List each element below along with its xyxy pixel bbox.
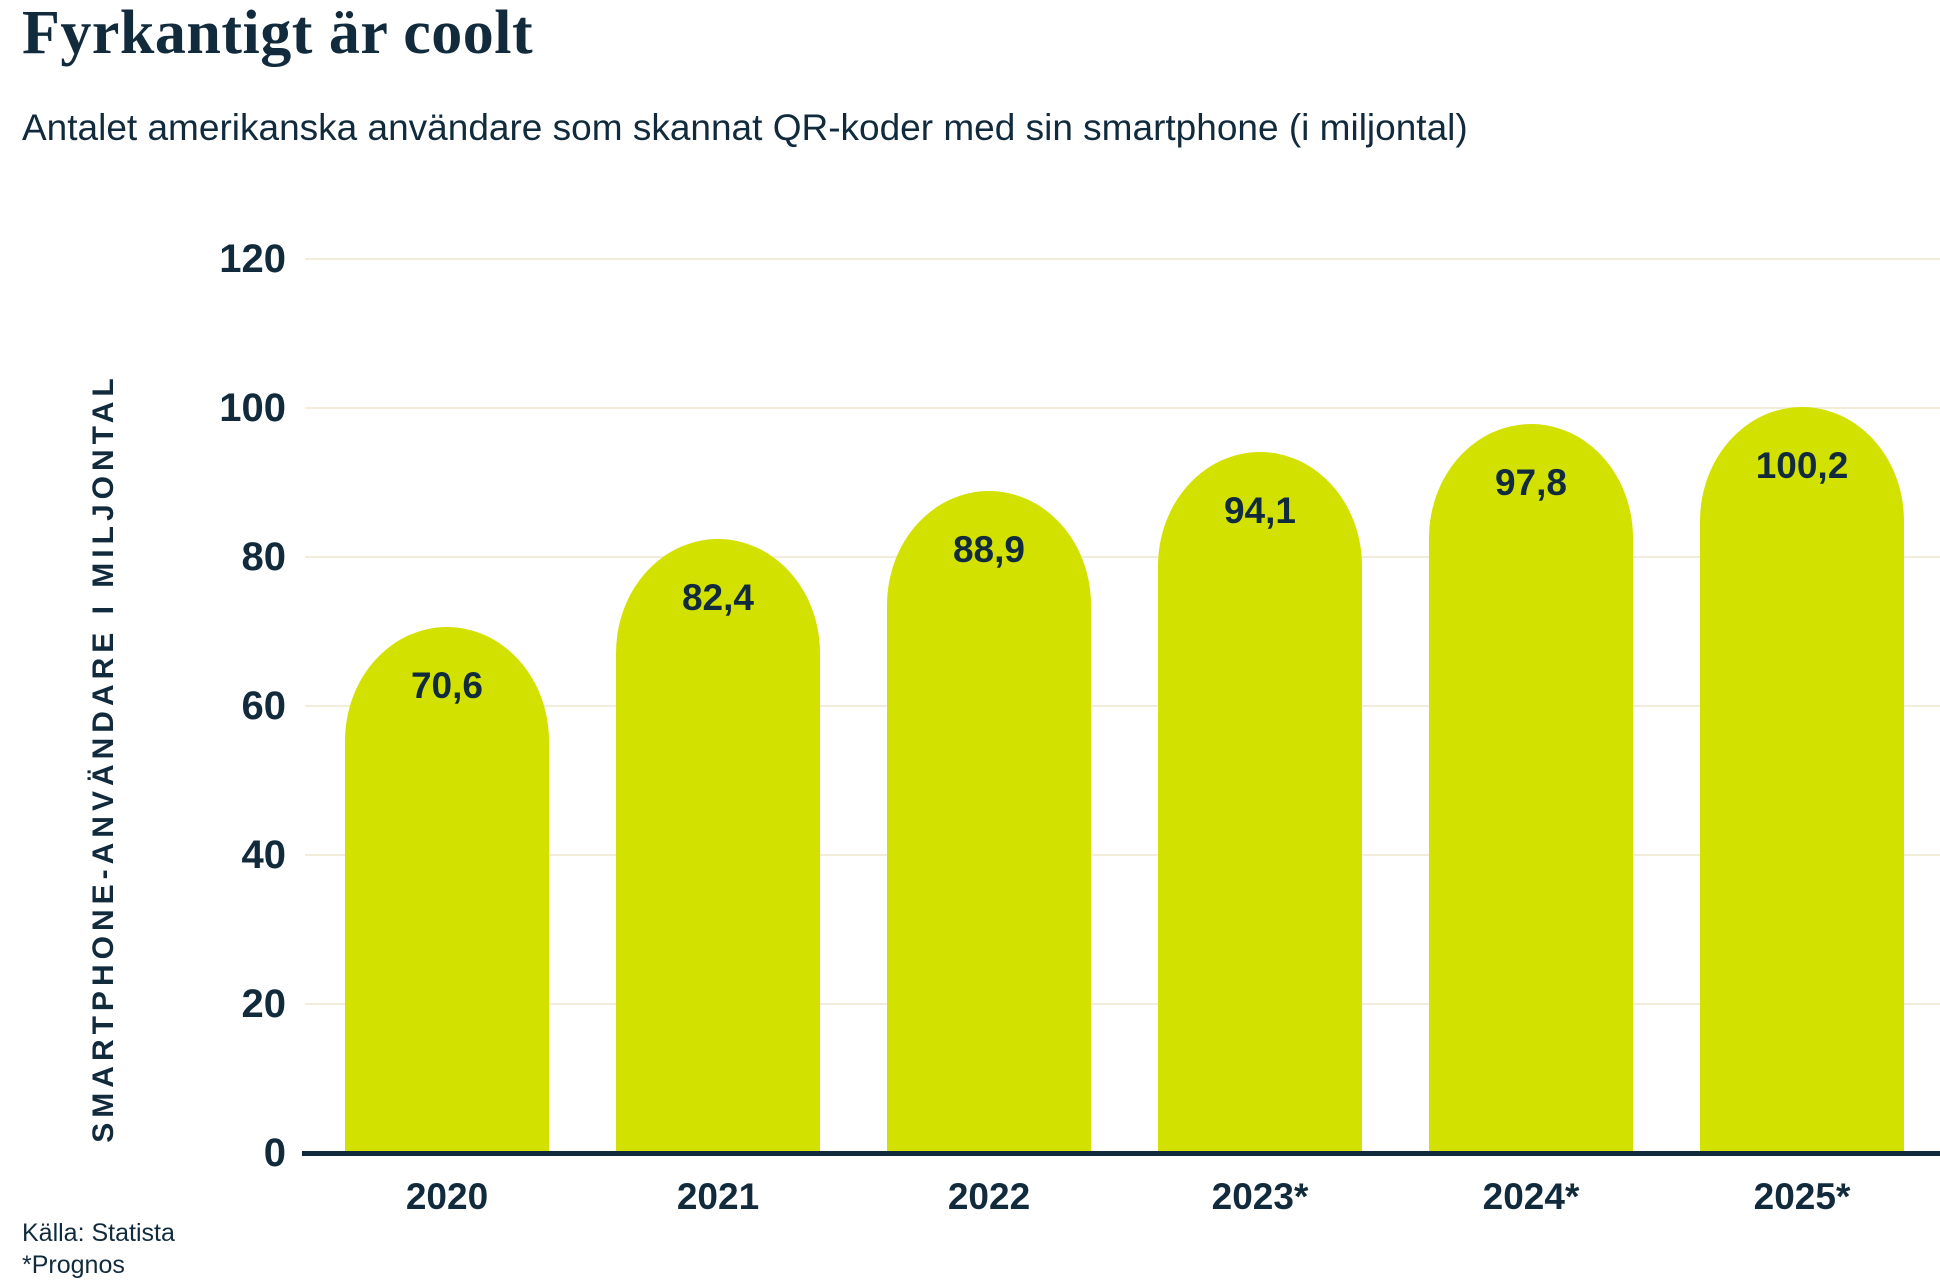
x-axis-line xyxy=(302,1151,1940,1156)
bar-value-label: 82,4 xyxy=(681,577,754,619)
y-tick-label: 0 xyxy=(263,1131,286,1175)
y-tick-label: 60 xyxy=(241,684,287,728)
bar: 70,6 xyxy=(345,627,549,1153)
x-tick-label: 2025* xyxy=(1753,1176,1851,1217)
x-tick-label: 2023* xyxy=(1211,1176,1309,1217)
bar: 97,8 xyxy=(1429,424,1633,1153)
bar-value-label: 94,1 xyxy=(1223,489,1296,531)
bar-chart-plot-area: 70,6 82,4 88,9 94,1 97,8 100,2 xyxy=(305,258,1940,1153)
forecast-footnote: *Prognos xyxy=(22,1251,125,1279)
x-tick-label: 2020 xyxy=(405,1176,489,1217)
bar: 88,9 xyxy=(887,490,1091,1153)
y-gridline xyxy=(305,407,1940,409)
chart-subtitle: Antalet amerikanska användare som skanna… xyxy=(22,107,1468,148)
bar-value-label: 100,2 xyxy=(1755,444,1849,486)
bar: 94,1 xyxy=(1158,451,1362,1153)
y-gridline xyxy=(305,1003,1940,1005)
bar: 100,2 xyxy=(1700,406,1904,1153)
y-gridline xyxy=(305,854,1940,856)
chart-title: Fyrkantigt är coolt xyxy=(22,0,534,67)
y-tick-label: 20 xyxy=(241,982,287,1026)
y-tick-label: 40 xyxy=(241,833,287,877)
x-tick-label: 2024* xyxy=(1482,1176,1580,1217)
y-tick-label: 80 xyxy=(241,535,287,579)
source-note: Källa: Statista xyxy=(22,1219,175,1247)
x-tick-label: 2021 xyxy=(676,1176,760,1217)
y-gridline xyxy=(305,556,1940,558)
y-gridline xyxy=(305,705,1940,707)
bar-value-label: 70,6 xyxy=(410,665,483,707)
bar-value-label: 97,8 xyxy=(1494,462,1567,504)
x-tick-label: 2022 xyxy=(947,1176,1031,1217)
y-axis-label: SMARTPHONE-ANVÄNDARE I MILJONTAL xyxy=(87,373,120,1143)
y-tick-label: 120 xyxy=(219,237,286,281)
x-axis-tick-labels: 2020 2021 2022 2023* 2024* 2025* xyxy=(305,1176,1940,1222)
y-axis-tick-labels: 0 20 40 60 80 100 120 xyxy=(158,238,287,1174)
bar-value-label: 88,9 xyxy=(952,528,1025,570)
y-tick-label: 100 xyxy=(219,386,286,430)
bar: 82,4 xyxy=(616,539,820,1153)
y-gridline xyxy=(305,258,1940,260)
